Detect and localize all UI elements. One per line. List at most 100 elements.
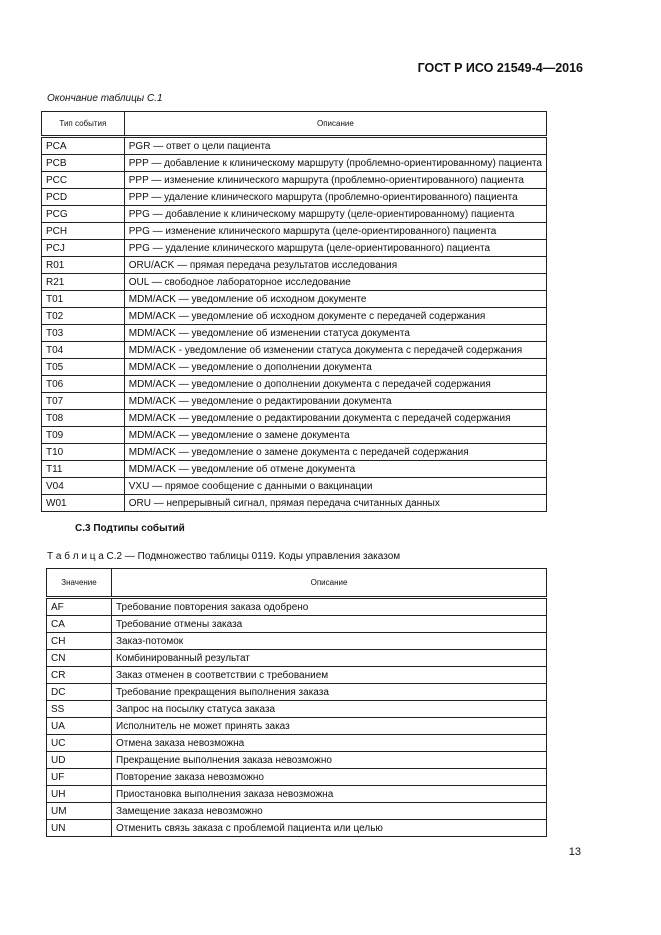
description-cell: PPP — изменение клинического маршрута (п… xyxy=(123,171,548,189)
table-row: PCC PPP — изменение клинического маршрута… xyxy=(41,171,548,189)
table-row: T11 MDM/ACK — уведомление об отмене докум… xyxy=(41,460,548,478)
table-row: UH Приостановка выполнения заказа невозмо… xyxy=(46,785,547,803)
code-cell: CA xyxy=(46,615,112,633)
description-cell: MDM/ACK — уведомление об отмене документ… xyxy=(123,460,548,478)
code-cell: CH xyxy=(46,632,112,650)
code-cell: CR xyxy=(46,666,112,684)
description-cell: MDM/ACK — уведомление об исходном докуме… xyxy=(123,307,548,325)
code-cell: UN xyxy=(46,819,112,837)
code-cell: V04 xyxy=(41,477,125,495)
description-cell: Прекращение выполнения заказа невозможно xyxy=(111,751,547,769)
table-row: PCB PPP — добавление к клиническому маршр… xyxy=(41,154,548,172)
code-cell: T10 xyxy=(41,443,125,461)
code-cell: UF xyxy=(46,768,112,786)
table-row: T09 MDM/ACK — уведомление о замене докуме… xyxy=(41,426,548,444)
column-header: Описание xyxy=(123,111,548,138)
table-row: UD Прекращение выполнения заказа невозмож… xyxy=(46,751,547,769)
code-cell: PCH xyxy=(41,222,125,240)
description-cell: MDM/ACK — уведомление о замене документа xyxy=(123,426,548,444)
description-cell: PPG — изменение клинического маршрута (ц… xyxy=(123,222,548,240)
page-number: 13 xyxy=(568,846,581,858)
code-cell: T11 xyxy=(41,460,125,478)
table-row: CH Заказ-потомок xyxy=(46,632,547,650)
code-cell: T09 xyxy=(41,426,125,444)
description-cell: Отмена заказа невозможна xyxy=(111,734,547,752)
description-cell: MDM/ACK — уведомление об изменении стату… xyxy=(123,324,548,342)
description-cell: VXU — прямое сообщение с данными о вакци… xyxy=(123,477,548,495)
code-cell: SS xyxy=(46,700,112,718)
description-cell: Заказ-потомок xyxy=(111,632,547,650)
column-header: Описание xyxy=(111,568,547,599)
code-cell: AF xyxy=(46,597,112,616)
code-cell: T04 xyxy=(41,341,125,359)
code-cell: T08 xyxy=(41,409,125,427)
table-row: AF Требование повторения заказа одобрено xyxy=(46,597,547,616)
table-row: T01 MDM/ACK — уведомление об исходном док… xyxy=(41,290,548,308)
table-row: DC Требование прекращения выполнения зака… xyxy=(46,683,547,701)
table-header-row: Значение Описание xyxy=(46,568,547,599)
column-header: Значение xyxy=(46,568,112,599)
description-cell: MDM/ACK — уведомление о замене документа… xyxy=(123,443,548,461)
table-row: UA Исполнитель не может принять заказ xyxy=(46,717,547,735)
table-row: SS Запрос на посылку статуса заказа xyxy=(46,700,547,718)
table2-caption: Т а б л и ц а С.2 — Подмножество таблицы… xyxy=(47,551,401,562)
table-row: W01 ORU — непрерывный сигнал, прямая пере… xyxy=(41,494,548,512)
code-cell: T06 xyxy=(41,375,125,393)
description-cell: PPG — добавление к клиническому маршруту… xyxy=(123,205,548,223)
code-cell: W01 xyxy=(41,494,125,512)
table-header-row: Тип события Описание xyxy=(41,111,548,138)
table-row: PCJ PPG — удаление клинического маршрута … xyxy=(41,239,548,257)
table-row: UM Замещение заказа невозможно xyxy=(46,802,547,820)
description-cell: MDM/ACK — уведомление о редактировании д… xyxy=(123,392,548,410)
table-row: V04 VXU — прямое сообщение с данными о ва… xyxy=(41,477,548,495)
description-cell: Приостановка выполнения заказа невозможн… xyxy=(111,785,547,803)
table-row: T10 MDM/ACK — уведомление о замене докуме… xyxy=(41,443,548,461)
table-row: R01 ORU/ACK — прямая передача результатов… xyxy=(41,256,548,274)
description-cell: MDM/ACK — уведомление об исходном докуме… xyxy=(123,290,548,308)
table-row: T06 MDM/ACK — уведомление о дополнении до… xyxy=(41,375,548,393)
section-title: С.3 Подтипы событий xyxy=(75,523,185,534)
description-cell: MDM/ACK — уведомление о дополнении докум… xyxy=(123,375,548,393)
description-cell: PPG — удаление клинического маршрута (це… xyxy=(123,239,548,257)
description-cell: MDM/ACK - уведомление об изменении стату… xyxy=(123,341,548,359)
event-types-table: Тип события Описание PCA PGR — ответ о це… xyxy=(41,111,548,512)
table-row: R21 OUL — свободное лабораторное исследов… xyxy=(41,273,548,291)
code-cell: UD xyxy=(46,751,112,769)
code-cell: T05 xyxy=(41,358,125,376)
description-cell: ORU/ACK — прямая передача результатов ис… xyxy=(123,256,548,274)
code-cell: UA xyxy=(46,717,112,735)
description-cell: Отменить связь заказа с проблемой пациен… xyxy=(111,819,547,837)
table-row: PCD PPP — удаление клинического маршрута … xyxy=(41,188,548,206)
description-cell: Повторение заказа невозможно xyxy=(111,768,547,786)
description-cell: OUL — свободное лабораторное исследовани… xyxy=(123,273,548,291)
table-row: UC Отмена заказа невозможна xyxy=(46,734,547,752)
code-cell: UM xyxy=(46,802,112,820)
description-cell: Запрос на посылку статуса заказа xyxy=(111,700,547,718)
description-cell: ORU — непрерывный сигнал, прямая передач… xyxy=(123,494,548,512)
description-cell: Исполнитель не может принять заказ xyxy=(111,717,547,735)
code-cell: T03 xyxy=(41,324,125,342)
description-cell: PGR — ответ о цели пациента xyxy=(123,136,548,155)
code-cell: PCG xyxy=(41,205,125,223)
table-row: T08 MDM/ACK — уведомление о редактировани… xyxy=(41,409,548,427)
table-row: CR Заказ отменен в соответствии с требова… xyxy=(46,666,547,684)
table-row: UF Повторение заказа невозможно xyxy=(46,768,547,786)
table-row: CA Требование отмены заказа xyxy=(46,615,547,633)
code-cell: PCC xyxy=(41,171,125,189)
description-cell: Замещение заказа невозможно xyxy=(111,802,547,820)
order-control-codes-table: Значение Описание AF Требование повторени… xyxy=(46,568,547,837)
table-row: T05 MDM/ACK — уведомление о дополнении до… xyxy=(41,358,548,376)
code-cell: CN xyxy=(46,649,112,667)
code-cell: UC xyxy=(46,734,112,752)
table1-caption: Окончание таблицы С.1 xyxy=(47,93,163,104)
code-cell: R01 xyxy=(41,256,125,274)
code-cell: PCA xyxy=(41,136,125,155)
description-cell: MDM/ACK — уведомление о дополнении докум… xyxy=(123,358,548,376)
code-cell: PCJ xyxy=(41,239,125,257)
description-cell: PPP — добавление к клиническому маршруту… xyxy=(123,154,548,172)
code-cell: PCD xyxy=(41,188,125,206)
table-row: PCG PPG — добавление к клиническому маршр… xyxy=(41,205,548,223)
code-cell: UH xyxy=(46,785,112,803)
code-cell: T02 xyxy=(41,307,125,325)
